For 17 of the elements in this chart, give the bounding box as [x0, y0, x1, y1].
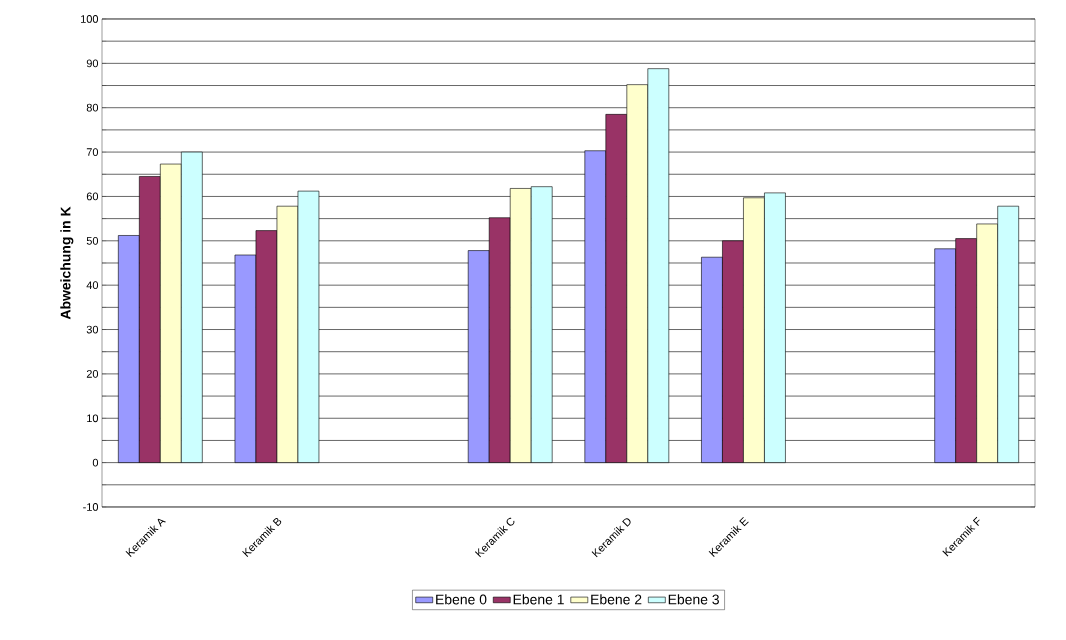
- y-tick-label: 40: [86, 281, 99, 290]
- y-axis-title: Abweichung in K: [60, 206, 74, 320]
- legend-label: Ebene 0: [436, 594, 487, 605]
- legend-label: Ebene 1: [513, 594, 564, 605]
- y-tick-label: 70: [86, 148, 99, 156]
- y-tick-label: 100: [81, 15, 99, 23]
- y-tick-label: 20: [86, 370, 99, 378]
- y-tick-label: 0: [92, 458, 99, 467]
- y-tick-label: 10: [87, 414, 99, 423]
- y-tick-label: 80: [86, 103, 99, 112]
- legend-label: Ebene 2: [591, 594, 642, 605]
- y-tick-label: -10: [83, 503, 99, 511]
- y-tick-label: 60: [86, 192, 99, 201]
- legend-label: Ebene 3: [668, 594, 719, 605]
- y-tick-label: 50: [86, 236, 99, 245]
- y-tick-label: 30: [86, 325, 99, 334]
- y-tick-label: 90: [86, 59, 99, 68]
